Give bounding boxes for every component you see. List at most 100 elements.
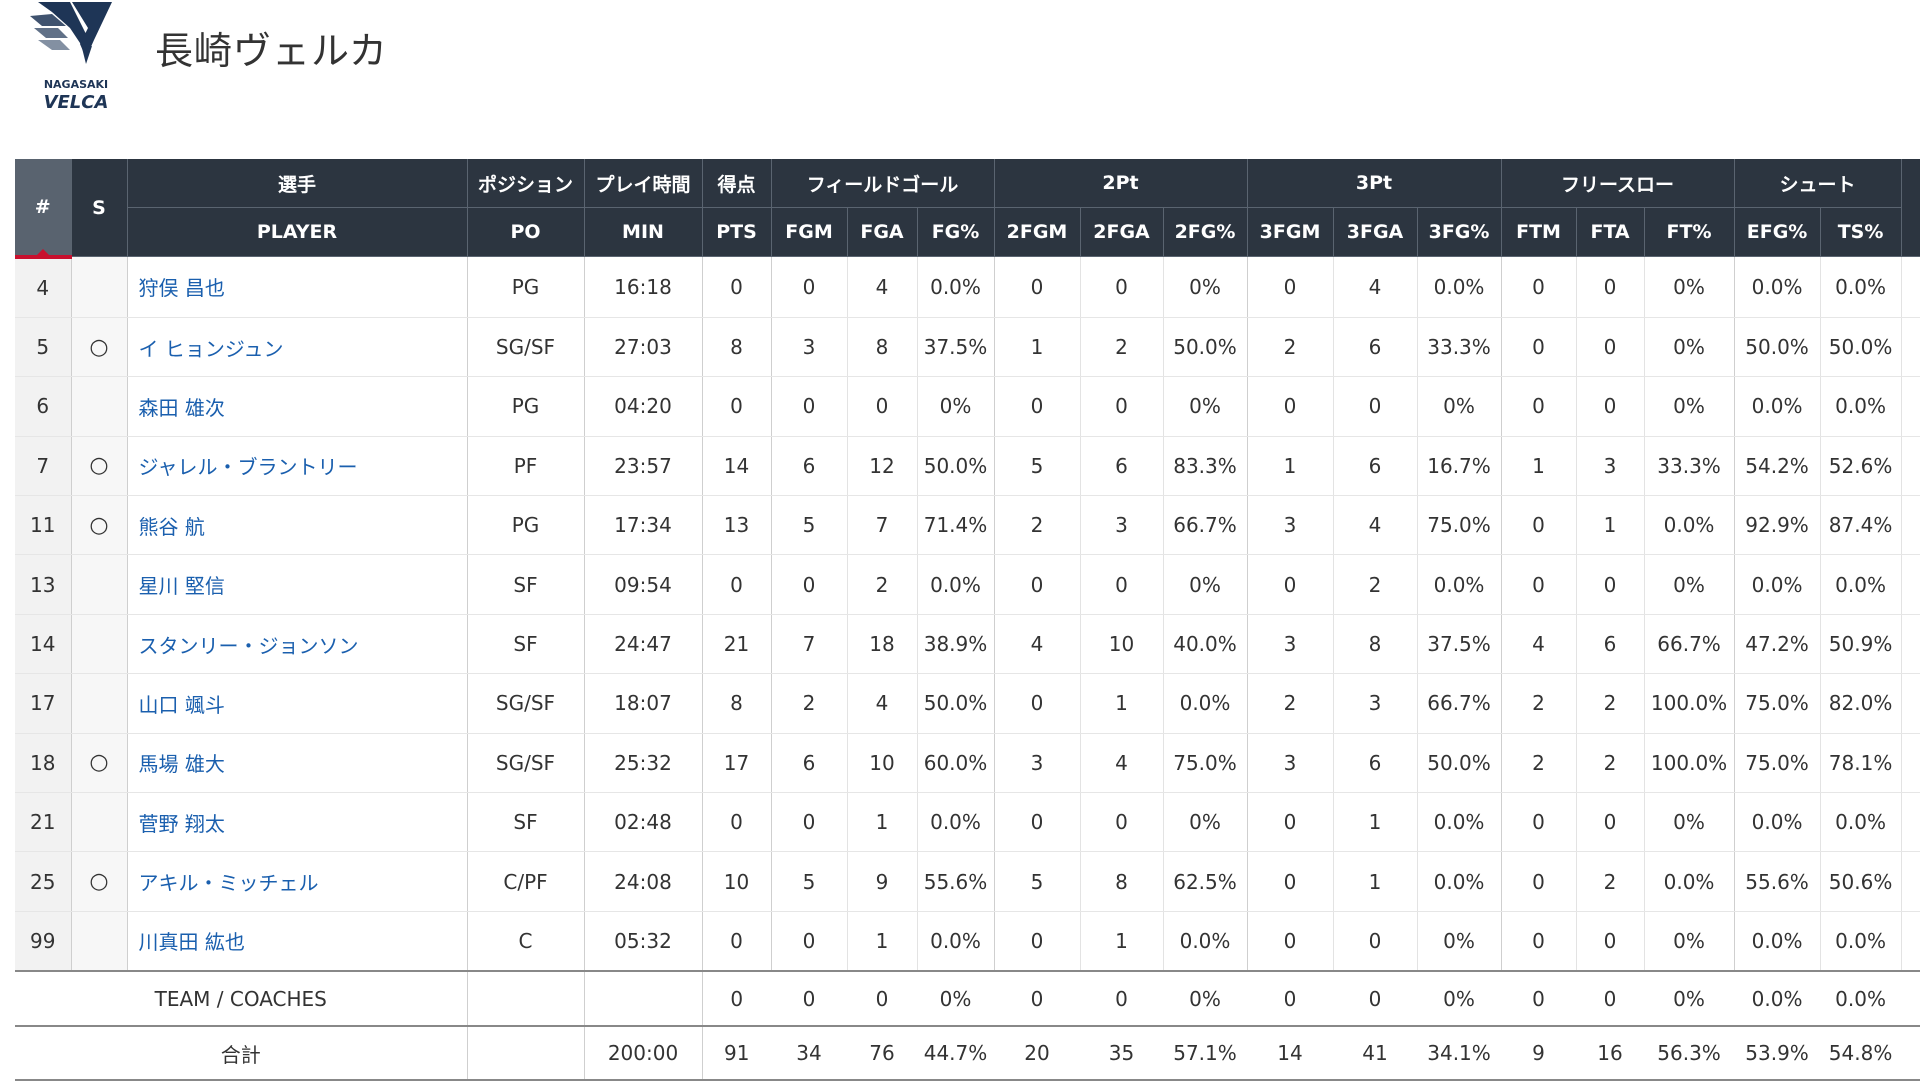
- player-number: 6: [15, 376, 72, 437]
- starter-mark: ○: [71, 851, 128, 912]
- sort-indicator-icon: [36, 248, 49, 253]
- player-name-link[interactable]: 熊谷 航: [127, 495, 468, 556]
- fg-pct: 0.0%: [917, 256, 995, 318]
- col-header-fg-pct[interactable]: FG%: [917, 207, 995, 257]
- col-header-min[interactable]: MIN: [584, 207, 703, 257]
- player-name-link[interactable]: イ ヒョンジュン: [127, 317, 468, 378]
- player-name-link[interactable]: 星川 堅信: [127, 554, 468, 615]
- team-row-edge: [1901, 970, 1920, 1028]
- position: SF: [467, 614, 585, 675]
- total-row-fg-pct: 44.7%: [917, 1025, 994, 1081]
- col-header-2fg-pct[interactable]: 2FG%: [1163, 207, 1248, 257]
- 3fg-pct: 50.0%: [1417, 733, 1502, 794]
- fta: 2: [1576, 673, 1645, 734]
- ft-pct: 0%: [1644, 256, 1735, 318]
- player-name-link[interactable]: 馬場 雄大: [127, 733, 468, 794]
- fta: 0: [1576, 792, 1645, 853]
- total-row-ts-pct: 54.8%: [1820, 1025, 1902, 1081]
- header-starter[interactable]: S: [71, 159, 128, 257]
- position: C: [467, 911, 585, 972]
- fg-pct: 50.0%: [917, 673, 995, 734]
- header-number-label: #: [34, 195, 51, 218]
- col-header-efg-pct[interactable]: EFG%: [1734, 207, 1821, 257]
- 2fga: 3: [1080, 495, 1164, 556]
- player-name-link[interactable]: ジャレル・ブラントリー: [127, 436, 468, 497]
- row-edge: [1901, 317, 1920, 378]
- player-row: 99 川真田 紘也 C 05:32 0 0 1 0.0% 0 1 0.0% 0 0 0% 0 0 0% 0.0% 0…: [15, 911, 1920, 972]
- points: 0: [702, 911, 772, 972]
- fgm: 6: [771, 733, 848, 794]
- 2fga: 0: [1080, 376, 1164, 437]
- col-header-2fgm[interactable]: 2FGM: [994, 207, 1081, 257]
- col-header-3fgm[interactable]: 3FGM: [1247, 207, 1334, 257]
- col-header-fta[interactable]: FTA: [1576, 207, 1645, 257]
- player-name-link[interactable]: 森田 雄次: [127, 376, 468, 437]
- starter-mark: ○: [71, 317, 128, 378]
- total-row-pts: 91: [702, 1025, 771, 1081]
- col-header-3fg-pct[interactable]: 3FG%: [1417, 207, 1502, 257]
- 3fgm: 0: [1247, 792, 1334, 853]
- ftm: 4: [1501, 614, 1577, 675]
- ft-pct: 100.0%: [1644, 673, 1735, 734]
- col-header-fgm[interactable]: FGM: [771, 207, 848, 257]
- ts-pct: 52.6%: [1820, 436, 1902, 497]
- col-header-fga[interactable]: FGA: [847, 207, 918, 257]
- col-header-po[interactable]: PO: [467, 207, 585, 257]
- 2fg-pct: 0.0%: [1163, 911, 1248, 972]
- player-name-link[interactable]: 狩俣 昌也: [127, 256, 468, 318]
- 2fg-pct: 66.7%: [1163, 495, 1248, 556]
- points: 8: [702, 317, 772, 378]
- boxscore-table-container: # S 選手 ポジション プレイ時間 得点 フィールドゴール 2Pt 3Pt フ…: [15, 159, 1920, 1081]
- team-row-fga: 0: [847, 970, 917, 1028]
- 3fgm: 0: [1247, 911, 1334, 972]
- player-name-link[interactable]: 山口 颯斗: [127, 673, 468, 734]
- points: 0: [702, 554, 772, 615]
- 3fgm: 0: [1247, 376, 1334, 437]
- 2fga: 0: [1080, 554, 1164, 615]
- ts-pct: 82.0%: [1820, 673, 1902, 734]
- player-name-link[interactable]: 菅野 翔太: [127, 792, 468, 853]
- col-header-2fga[interactable]: 2FGA: [1080, 207, 1164, 257]
- team-row-po: [467, 970, 585, 1028]
- fg-pct: 0%: [917, 376, 995, 437]
- 2fg-pct: 50.0%: [1163, 317, 1248, 378]
- fgm: 0: [771, 911, 848, 972]
- starter-mark: [71, 614, 128, 675]
- fgm: 7: [771, 614, 848, 675]
- ft-pct: 33.3%: [1644, 436, 1735, 497]
- points: 10: [702, 851, 772, 912]
- fgm: 0: [771, 792, 848, 853]
- ftm: 0: [1501, 851, 1577, 912]
- ts-pct: 50.6%: [1820, 851, 1902, 912]
- player-number: 7: [15, 436, 72, 497]
- starter-mark: ○: [71, 733, 128, 794]
- minutes: 24:47: [584, 614, 703, 675]
- total-row-fgm: 34: [771, 1025, 847, 1081]
- player-name-link[interactable]: スタンリー・ジョンソン: [127, 614, 468, 675]
- player-name-link[interactable]: アキル・ミッチェル: [127, 851, 468, 912]
- col-header-ts-pct[interactable]: TS%: [1820, 207, 1902, 257]
- team-row-3fg-pct: 0%: [1417, 970, 1502, 1028]
- col-header-ft-pct[interactable]: FT%: [1644, 207, 1735, 257]
- 3fgm: 3: [1247, 733, 1334, 794]
- header-number[interactable]: #: [15, 159, 72, 259]
- player-row: 25 ○ アキル・ミッチェル C/PF 24:08 10 5 9 55.6% 5 8 62.5% 0 1 0…: [15, 851, 1920, 912]
- col-header-player[interactable]: PLAYER: [127, 207, 468, 257]
- col-header-3fga[interactable]: 3FGA: [1333, 207, 1418, 257]
- row-edge: [1901, 376, 1920, 437]
- 3fg-pct: 0.0%: [1417, 256, 1502, 318]
- 2fg-pct: 62.5%: [1163, 851, 1248, 912]
- 2fgm: 5: [994, 851, 1081, 912]
- total-row-3fga: 41: [1333, 1025, 1418, 1081]
- 3fgm: 2: [1247, 673, 1334, 734]
- 2fg-pct: 40.0%: [1163, 614, 1248, 675]
- 3fga: 8: [1333, 614, 1418, 675]
- team-logo[interactable]: NAGASAKI VELCA: [30, 0, 122, 112]
- team-header: NAGASAKI VELCA 長崎ヴェルカ: [0, 0, 1920, 150]
- ftm: 0: [1501, 495, 1577, 556]
- player-name-link[interactable]: 川真田 紘也: [127, 911, 468, 972]
- col-header-ftm[interactable]: FTM: [1501, 207, 1577, 257]
- starter-mark: ○: [71, 495, 128, 556]
- header-3pt-group: 3Pt: [1247, 159, 1502, 208]
- col-header-pts[interactable]: PTS: [702, 207, 772, 257]
